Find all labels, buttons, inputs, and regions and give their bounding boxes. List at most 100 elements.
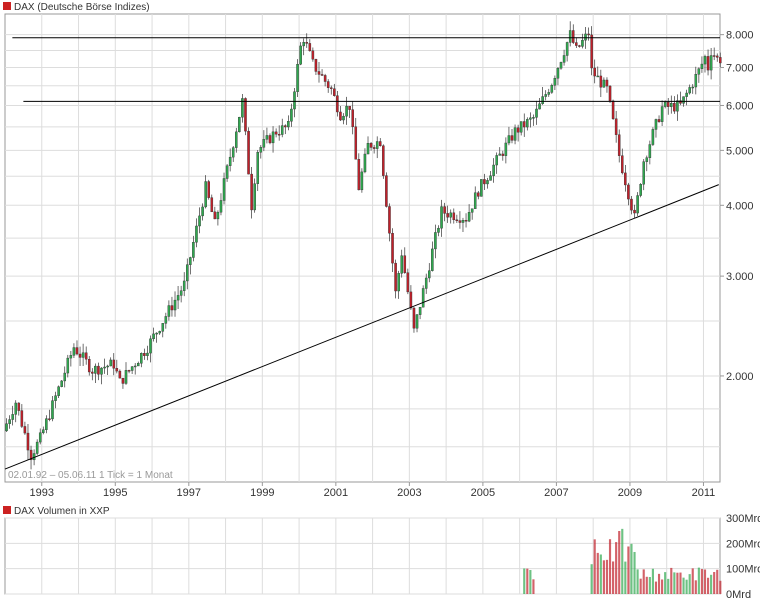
candle-body — [354, 126, 358, 160]
candle-body — [314, 59, 318, 72]
candle-body — [522, 121, 526, 128]
volume-bar — [648, 577, 651, 594]
candle-body — [571, 30, 575, 43]
candle-body — [449, 212, 452, 218]
candle-body — [204, 181, 207, 208]
volume-bar — [596, 552, 599, 594]
x-tick-label: 2003 — [397, 487, 421, 499]
candle-body — [513, 127, 517, 141]
candle-body — [532, 117, 535, 119]
candle-body — [118, 370, 122, 379]
candle-body — [369, 143, 373, 148]
volume-bar — [657, 573, 661, 594]
candle-body — [412, 307, 416, 329]
volume-bar — [621, 528, 624, 594]
candle-body — [167, 305, 171, 317]
candle-body — [262, 139, 266, 148]
candle-body — [320, 74, 324, 76]
volume-bar — [639, 578, 642, 594]
candle-body — [611, 100, 615, 119]
candle-body — [23, 426, 27, 434]
candle-body — [173, 299, 177, 311]
candle-body — [673, 103, 676, 112]
volume-bar — [618, 530, 621, 594]
main-plot-frame — [4, 13, 721, 483]
volume-bar — [532, 579, 535, 594]
candle-body — [124, 370, 128, 384]
candle-body — [504, 142, 508, 156]
volume-legend-swatch — [3, 506, 11, 514]
candle-body — [280, 125, 284, 135]
candle-body — [608, 85, 612, 102]
candle-body — [182, 280, 186, 291]
candle-body — [519, 121, 523, 133]
candle-body — [201, 206, 204, 217]
volume-bar — [633, 551, 636, 594]
volume-y-tick-label: 100Mrd — [726, 564, 760, 576]
candle-body — [259, 147, 263, 153]
candle-body — [550, 85, 554, 93]
candle-body — [29, 449, 33, 461]
candle-body — [127, 370, 131, 372]
volume-bar — [706, 577, 710, 594]
candle-body — [529, 117, 532, 120]
candle-body — [219, 200, 223, 213]
candle-body — [682, 96, 685, 104]
candle-body — [106, 365, 109, 368]
candle-body — [244, 98, 247, 132]
candle-body — [424, 277, 428, 289]
candle-body — [366, 143, 370, 155]
main-y-axis: 2.000 3.000 4.000 5.000 6.000 7.000 8.000 — [720, 30, 754, 383]
candle-body — [526, 119, 529, 128]
x-tick-label: 2009 — [618, 487, 642, 499]
candle-body — [228, 156, 232, 166]
candle-body — [636, 195, 639, 214]
candle-body — [605, 79, 609, 87]
candle-body — [663, 101, 667, 107]
candle-body — [305, 42, 309, 44]
volume-bar — [670, 567, 673, 594]
candle-body — [66, 357, 70, 374]
candle-body — [351, 109, 354, 127]
volume-bar — [673, 572, 676, 594]
x-tick-label: 1995 — [103, 487, 127, 499]
candle-body — [639, 184, 642, 196]
candle-body — [186, 264, 189, 282]
candle-body — [235, 131, 238, 148]
candle-body — [679, 100, 682, 104]
candle-body — [57, 386, 60, 396]
volume-bar — [627, 546, 630, 594]
candle-body — [709, 55, 713, 71]
volume-bar — [679, 572, 682, 594]
candle-body — [192, 242, 195, 258]
candle-body — [250, 173, 253, 211]
candle-body — [296, 64, 299, 92]
candle-body — [20, 410, 24, 427]
candle-body — [63, 372, 67, 382]
candle-body — [599, 75, 603, 88]
volume-bar — [645, 576, 648, 594]
candle-body — [17, 402, 21, 411]
candle-body — [45, 418, 48, 430]
candle-body — [326, 81, 330, 88]
candle-body — [5, 423, 8, 432]
candle-body — [703, 56, 707, 65]
volume-bar — [667, 578, 670, 594]
candle-body — [403, 255, 407, 273]
volume-y-axis: 0Mrd 100Mrd 200Mrd 300Mrd — [726, 513, 760, 598]
volume-bar — [599, 554, 602, 594]
candle-body — [299, 45, 302, 65]
period-info: 02.01.92 – 05.06.11 1 Tick = 1 Monat — [8, 470, 173, 481]
candle-body — [152, 333, 155, 340]
candle-body — [179, 290, 183, 296]
candle-body — [195, 225, 198, 243]
candle-body — [11, 414, 14, 420]
candle-body — [700, 63, 704, 69]
candle-body — [115, 368, 119, 372]
candle-body — [170, 305, 174, 311]
candle-body — [498, 153, 502, 156]
candle-body — [360, 171, 364, 191]
candle-body — [256, 152, 260, 184]
candle-body — [149, 338, 152, 354]
candle-body — [470, 208, 474, 213]
